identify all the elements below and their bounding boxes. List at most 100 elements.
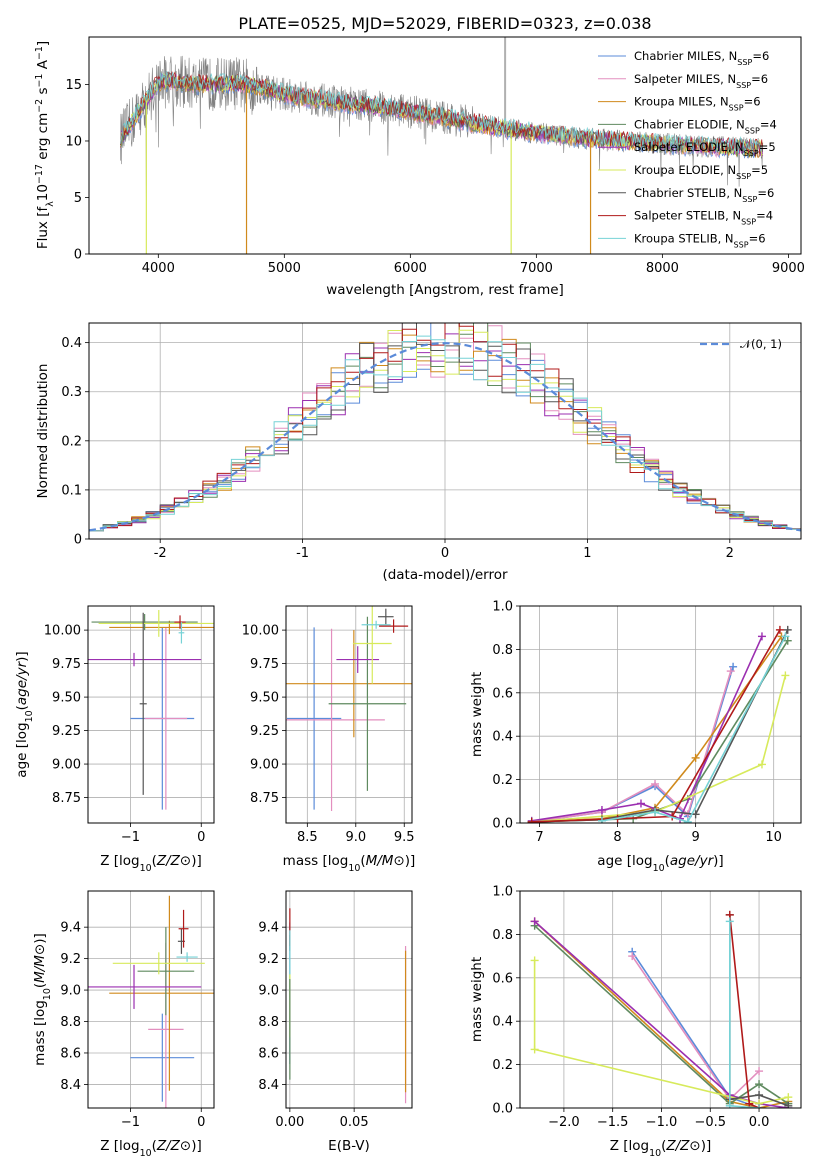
y-axis-label: mass weight	[469, 957, 485, 1042]
y-tick-label: 5	[74, 191, 82, 206]
y-tick-label: 0.8	[492, 643, 513, 658]
y-tick-label: 10.00	[242, 624, 279, 639]
y-tick-label: 9.0	[258, 984, 279, 999]
data-point	[651, 779, 660, 788]
x-axis-label: Z [log10(Z/Z⊙)]	[100, 853, 202, 874]
x-tick-label: 6000	[394, 261, 427, 276]
weight-vs-age-panel: 7 8 9 10 0.0 0.2 0.4 0.6 0.8 1.0 age [log10(age/yr…	[469, 600, 802, 874]
plot-area	[88, 610, 214, 810]
axes-frame	[88, 36, 802, 255]
x-tick-label: 1	[583, 546, 591, 561]
legend-label: Kroupa MILES, NSSP=6	[634, 95, 761, 113]
x-axis-label: wavelength [Angstrom, rest frame]	[326, 282, 564, 298]
y-axis-label: Flux [fλ10−17 erg cm−2 s−1 A−1]	[34, 41, 56, 249]
mass-weight-line	[729, 914, 760, 1108]
y-tick-label: 9.00	[250, 758, 279, 773]
legend-label: Chabrier ELODIE, NSSP=4	[634, 117, 777, 135]
x-tick-label: -2	[154, 546, 167, 561]
x-tick-label: 9	[691, 830, 699, 845]
mass-weight-line	[534, 920, 789, 1108]
data-point	[755, 1104, 764, 1108]
legend-label: Salpeter STELIB, NSSP=4	[634, 209, 773, 227]
model-fit-line	[120, 71, 763, 154]
y-tick-label: 0	[74, 248, 82, 263]
y-tick-label: 8.75	[52, 791, 81, 806]
data-point	[757, 632, 766, 641]
data-point	[783, 625, 792, 634]
y-tick-label: 9.4	[258, 921, 279, 936]
x-tick-label: 8	[613, 830, 621, 845]
mass-weight-line	[728, 921, 760, 1108]
data-point	[745, 1099, 754, 1108]
mass-weight-line	[531, 629, 781, 823]
data-point	[628, 952, 637, 961]
residual-histogram	[89, 323, 801, 532]
data-point	[725, 1101, 734, 1108]
x-tick-label: 8000	[646, 261, 679, 276]
mass-weight-line	[534, 925, 789, 1105]
y-tick-label: 8.4	[60, 1078, 81, 1093]
x-tick-label: −1.5	[597, 1115, 629, 1130]
axes-frame	[519, 605, 802, 824]
y-tick-label: 0.2	[492, 1058, 513, 1073]
x-tick-label: 0.05	[340, 1115, 369, 1130]
mass-vs-ebv-panel: 0.00 0.05 8.4 8.6 8.8 9.0 9.2 9.4 E(B-V)	[258, 890, 413, 1154]
y-tick-label: 9.75	[250, 657, 279, 672]
data-point	[775, 625, 784, 634]
data-point	[597, 805, 606, 814]
y-tick-label: 10.00	[44, 624, 81, 639]
mass-vs-Z-panel: −1 0 8.4 8.6 8.8 9.0 9.2 9.4 Z [log10(Z/Z⊙)] mass…	[32, 890, 215, 1159]
mass-weight-line	[531, 675, 787, 823]
y-tick-label: 9.2	[258, 952, 279, 967]
y-tick-label: 1.0	[492, 600, 513, 615]
y-tick-label: 8.8	[258, 1015, 279, 1030]
x-tick-label: 0.0	[749, 1115, 770, 1130]
y-tick-label: 0.4	[61, 336, 82, 351]
y-tick-label: 9.25	[250, 724, 279, 739]
legend-label: Kroupa STELIB, NSSP=6	[634, 231, 766, 249]
y-tick-label: 9.75	[52, 657, 81, 672]
mass-weight-line	[531, 635, 783, 823]
plot-area	[530, 910, 793, 1108]
y-tick-label: 8.4	[258, 1078, 279, 1093]
data-point	[530, 1045, 539, 1054]
x-tick-label: 5000	[268, 261, 301, 276]
y-tick-label: 0	[74, 533, 82, 548]
x-tick-label: 0	[441, 546, 449, 561]
y-tick-label: 9.2	[60, 952, 81, 967]
data-point	[530, 917, 539, 926]
normal-curve	[89, 342, 801, 532]
y-tick-label: 9.50	[52, 691, 81, 706]
y-tick-label: 8.75	[250, 791, 279, 806]
data-point	[784, 1101, 793, 1108]
x-tick-label: −2.0	[548, 1115, 580, 1130]
y-tick-label: 0.0	[492, 1102, 513, 1117]
axis-decorations: 8.5 9.0 9.5 8.75 9.00 9.25 9.50 9.75 10.00 mass […	[242, 605, 416, 874]
plot-area	[289, 908, 407, 1104]
data-point	[757, 760, 766, 769]
y-tick-label: 10	[65, 134, 82, 149]
x-tick-label: -1	[296, 546, 309, 561]
data-point	[755, 1067, 764, 1076]
data-point	[726, 667, 735, 676]
legend-label: Chabrier STELIB, NSSP=6	[634, 186, 774, 204]
data-point	[781, 671, 790, 680]
x-tick-label: 9.5	[394, 830, 415, 845]
mass-weight-line	[601, 636, 787, 823]
age-vs-Z-panel: −1 0 8.75 9.00 9.25 9.50 9.75 10.00 Z [log10(Z/Z…	[14, 605, 215, 874]
residual-histogram	[89, 323, 801, 532]
axes-frame	[88, 322, 802, 540]
data-point	[725, 917, 734, 926]
x-tick-label: 7	[535, 830, 543, 845]
y-tick-label: 0.2	[61, 434, 82, 449]
axis-decorations: −2.0 −1.5 −1.0 −0.5 0.0 0.0 0.2 0.4 0.6 0.8 1.0 Z […	[469, 885, 802, 1159]
y-tick-label: 0.1	[61, 483, 82, 498]
x-axis-label: mass [log10(M/M⊙)]	[283, 853, 416, 874]
x-tick-label: 0.00	[275, 1115, 304, 1130]
y-tick-label: 9.0	[60, 984, 81, 999]
age-vs-mass-panel: 8.5 9.0 9.5 8.75 9.00 9.25 9.50 9.75 10.00 mass […	[242, 605, 416, 874]
x-tick-label: 0	[197, 1115, 205, 1130]
legend-label: Chabrier MILES, NSSP=6	[634, 49, 769, 67]
data-point	[636, 799, 645, 808]
x-axis-label: age [log10(age/yr)]	[597, 853, 723, 874]
